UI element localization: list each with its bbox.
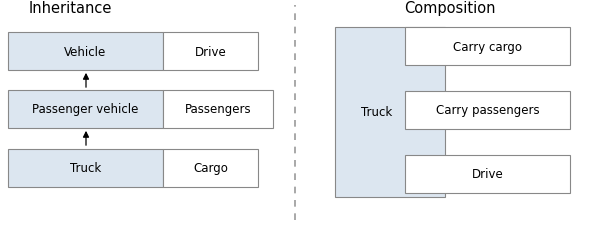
Bar [163, 91, 273, 128]
Bar [405, 92, 570, 129]
Bar [163, 33, 258, 71]
Text: Truck: Truck [70, 162, 101, 175]
Text: Truck: Truck [361, 106, 392, 119]
Text: Carry passengers: Carry passengers [435, 104, 539, 117]
Bar [405, 155, 570, 193]
Text: Drive: Drive [471, 168, 503, 181]
Bar [163, 149, 258, 187]
Bar [335, 28, 445, 197]
Text: Drive: Drive [195, 45, 227, 58]
Text: Cargo: Cargo [193, 162, 228, 175]
Text: Passenger vehicle: Passenger vehicle [32, 103, 139, 116]
Text: Passengers: Passengers [185, 103, 251, 116]
Text: Inheritance: Inheritance [28, 1, 112, 16]
Bar [8, 149, 163, 187]
Bar [8, 33, 163, 71]
Bar [405, 28, 570, 66]
Text: Carry cargo: Carry cargo [453, 40, 522, 53]
Text: Vehicle: Vehicle [64, 45, 107, 58]
Text: Composition: Composition [404, 1, 496, 16]
Bar [8, 91, 163, 128]
